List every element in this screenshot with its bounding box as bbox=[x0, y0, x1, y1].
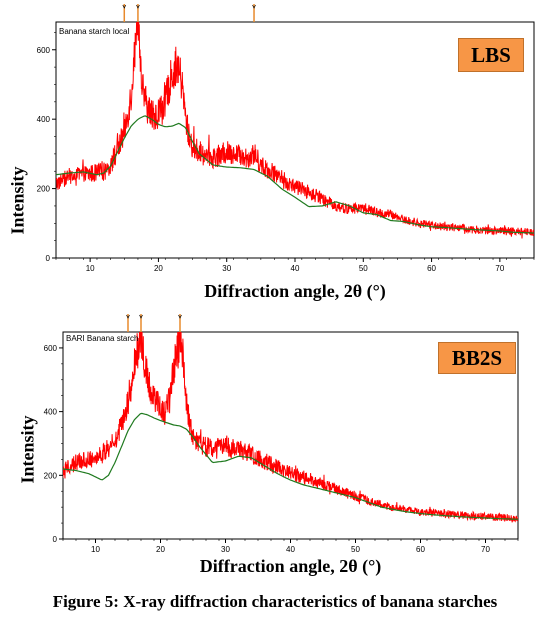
x-tick-label: 10 bbox=[86, 264, 95, 273]
x-tick-label: 70 bbox=[495, 264, 504, 273]
x-axis-title: Diffraction angle, 2θ (°) bbox=[204, 281, 386, 301]
y-tick-label: 600 bbox=[44, 344, 58, 353]
peak-marker-tip bbox=[252, 4, 256, 9]
x-tick-label: 70 bbox=[481, 545, 490, 554]
y-tick-label: 200 bbox=[37, 185, 51, 194]
peak-marker-tip bbox=[136, 4, 140, 9]
fitted-profile-line bbox=[63, 412, 518, 520]
y-tick-label: 0 bbox=[46, 254, 51, 263]
peak-marker-tip bbox=[126, 314, 130, 319]
sample-badge-bb2s: BB2S bbox=[438, 342, 516, 374]
raw-intensity-line bbox=[56, 22, 534, 239]
x-tick-label: 40 bbox=[286, 545, 295, 554]
figure-caption: Figure 5: X-ray diffraction characterist… bbox=[52, 592, 498, 611]
x-tick-label: 10 bbox=[91, 545, 100, 554]
xrd-chart-lbs: 10 20 30 40 50 60 70 0 200 400 600 bbox=[37, 4, 535, 273]
chart-panel-lbs: 10 20 30 40 50 60 70 0 200 400 600 Banana starch l… bbox=[0, 0, 550, 310]
x-tick-label: 30 bbox=[222, 264, 231, 273]
plot-title: Banana starch local bbox=[59, 27, 130, 36]
x-tick-label: 60 bbox=[416, 545, 425, 554]
y-tick-label: 200 bbox=[44, 471, 58, 480]
y-tick-label: 0 bbox=[53, 535, 58, 544]
y-tick-label: 600 bbox=[37, 46, 51, 55]
x-axis-title: Diffraction angle, 2θ (°) bbox=[199, 556, 382, 576]
peak-marker-tip bbox=[139, 314, 143, 319]
x-tick-label: 40 bbox=[291, 264, 300, 273]
fitted-profile-line bbox=[56, 115, 534, 234]
peak-marker-tip bbox=[178, 314, 182, 319]
x-tick-label: 50 bbox=[359, 264, 368, 273]
x-tick-label: 20 bbox=[154, 264, 163, 273]
x-tick-label: 50 bbox=[351, 545, 360, 554]
x-tick-label: 60 bbox=[427, 264, 436, 273]
x-tick-label: 30 bbox=[221, 545, 230, 554]
peak-marker-tip bbox=[122, 4, 127, 9]
y-axis-title: Intensity bbox=[17, 415, 38, 484]
y-tick-label: 400 bbox=[44, 408, 58, 417]
plot-area bbox=[55, 21, 535, 259]
y-tick-label: 400 bbox=[37, 115, 51, 124]
y-axis-title: Intensity bbox=[7, 166, 28, 235]
sample-badge-lbs: LBS bbox=[458, 38, 524, 72]
chart-panel-bb2s: 10 20 30 40 50 60 70 0 200 400 600 BARI Banana sta… bbox=[0, 310, 550, 582]
x-tick-label: 20 bbox=[156, 545, 165, 554]
plot-title: BARI Banana starch bbox=[66, 334, 139, 343]
